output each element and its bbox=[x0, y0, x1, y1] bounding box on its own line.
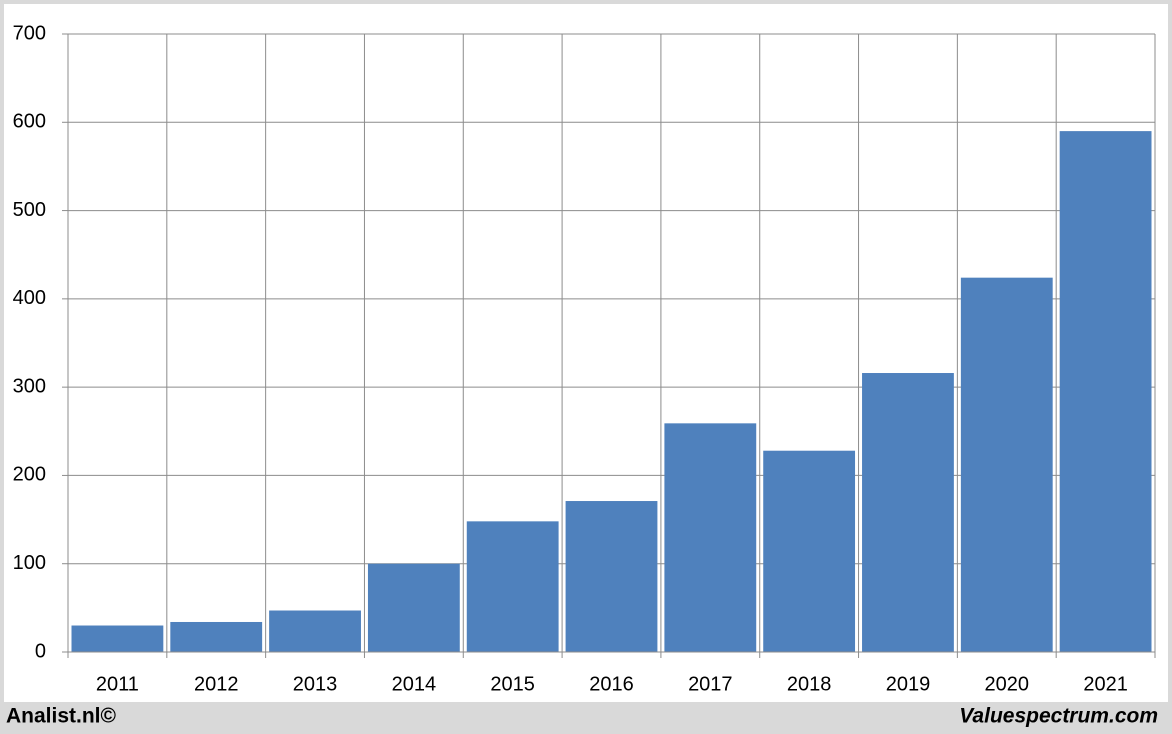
x-tick-label: 2012 bbox=[194, 673, 239, 695]
x-tick-label: 2016 bbox=[589, 673, 634, 695]
x-tick-label: 2019 bbox=[886, 673, 931, 695]
y-tick-label: 400 bbox=[13, 287, 46, 309]
bar bbox=[71, 625, 164, 652]
bar bbox=[565, 501, 658, 652]
x-tick-label: 2014 bbox=[392, 673, 437, 695]
x-tick-label: 2015 bbox=[490, 673, 535, 695]
bar bbox=[664, 423, 757, 652]
y-tick-label: 300 bbox=[13, 375, 46, 397]
x-tick-label: 2011 bbox=[96, 673, 139, 695]
bar bbox=[269, 610, 361, 652]
bar bbox=[367, 563, 460, 652]
x-tick-label: 2017 bbox=[688, 673, 733, 695]
y-tick-label: 700 bbox=[13, 22, 46, 44]
bar bbox=[1059, 131, 1152, 653]
y-tick-label: 100 bbox=[13, 552, 46, 574]
x-tick-label: 2013 bbox=[293, 673, 338, 695]
bar bbox=[862, 373, 954, 652]
y-tick-label: 0 bbox=[35, 640, 46, 662]
x-tick-label: 2018 bbox=[787, 673, 832, 695]
y-tick-label: 600 bbox=[13, 111, 46, 133]
x-tick-label: 2021 bbox=[1083, 673, 1128, 695]
y-tick-label: 200 bbox=[13, 464, 46, 486]
bar bbox=[960, 277, 1053, 652]
y-tick-label: 500 bbox=[13, 199, 46, 221]
footer-left: Analist.nl© bbox=[6, 705, 117, 728]
x-tick-label: 2020 bbox=[985, 673, 1030, 695]
bar bbox=[170, 621, 263, 652]
footer-right: Valuespectrum.com bbox=[959, 705, 1158, 728]
bar bbox=[466, 521, 559, 652]
bar bbox=[763, 450, 856, 652]
